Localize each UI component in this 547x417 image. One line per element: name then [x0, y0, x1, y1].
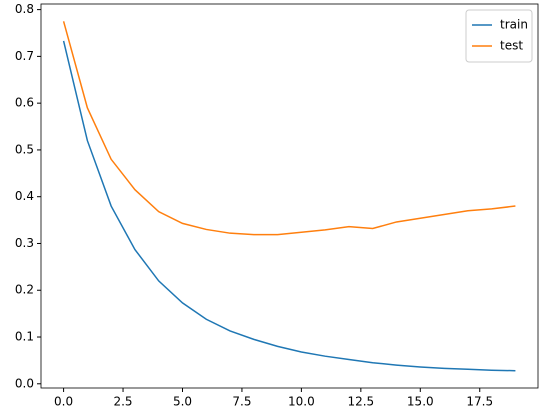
- y-tick-label: 0.5: [15, 142, 34, 156]
- legend-label: train: [500, 18, 528, 32]
- y-tick-label: 0.8: [15, 2, 34, 16]
- x-tick-label: 0.0: [54, 395, 73, 409]
- y-tick-label: 0.3: [15, 236, 34, 250]
- x-tick-label: 7.5: [232, 395, 251, 409]
- legend-box: [465, 9, 533, 63]
- x-tick-label: 5.0: [173, 395, 192, 409]
- y-tick-label: 0.1: [15, 330, 34, 344]
- y-tick-label: 0.6: [15, 96, 34, 110]
- plot-frame: [40, 3, 539, 389]
- x-tick-label: 17.5: [466, 395, 493, 409]
- x-tick-label: 2.5: [113, 395, 132, 409]
- y-tick-label: 0.4: [15, 189, 34, 203]
- x-tick-label: 12.5: [347, 395, 374, 409]
- line-series: [62, 40, 516, 372]
- y-tick-label: 0.0: [15, 376, 34, 390]
- line-series: [62, 21, 516, 236]
- y-tick-label: 0.7: [15, 49, 34, 63]
- legend-label: test: [500, 39, 523, 53]
- x-tick-label: 10.0: [288, 395, 315, 409]
- y-tick-label: 0.2: [15, 283, 34, 297]
- x-tick-label: 15.0: [407, 395, 434, 409]
